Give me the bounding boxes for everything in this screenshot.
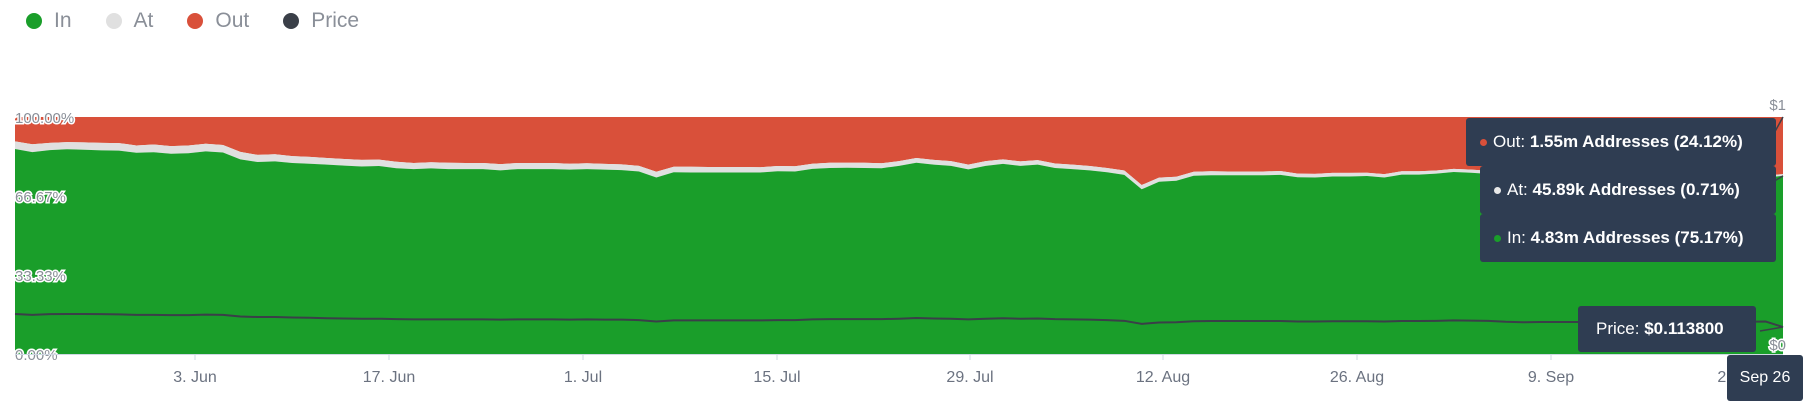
- red-dot-icon: [187, 12, 204, 29]
- tooltip-value-at: 45.89k Addresses (0.71%): [1532, 180, 1740, 199]
- series-tooltip: Out: 1.55m Addresses (24.12%) At: 45.89k …: [1454, 118, 1776, 264]
- out-dot-icon: [1480, 138, 1487, 146]
- x-axis: 3. Jun 17. Jun 1. Jul 15. Jul 29. Jul 12. Aug…: [15, 354, 1783, 386]
- legend-label-out: Out: [215, 9, 250, 32]
- price-line: [14, 312, 1784, 328]
- tooltip-value-out: 1.55m Addresses (24.12%): [1529, 132, 1743, 151]
- x-tick-label: 3. Jun: [173, 369, 217, 386]
- legend-label-price: Price: [311, 9, 360, 32]
- price-tooltip-label: Price:: [1596, 319, 1640, 338]
- right-axis: $1 $0: [1768, 96, 1788, 356]
- green-dot-icon: [26, 12, 42, 29]
- tooltip-label-in: In:: [1507, 228, 1526, 247]
- y-tick-label: 66.67%: [15, 189, 66, 206]
- light-gray-dot-icon: [105, 12, 122, 29]
- legend-label-in: In: [54, 9, 72, 32]
- in-dot-icon: [1494, 234, 1501, 242]
- y-tick-label: 33.33%: [15, 268, 66, 285]
- x-tick-label: 17. Jun: [363, 369, 415, 386]
- tooltip-label-at: At:: [1507, 180, 1528, 199]
- date-tooltip: Sep 26: [1727, 355, 1803, 401]
- tooltip-row-in: In: 4.83m Addresses (75.17%): [1480, 214, 1776, 262]
- chart-legend: In At Out Price: [26, 10, 393, 31]
- area-at: [15, 141, 1783, 190]
- y-tick-label: 100.00%: [15, 110, 74, 127]
- price-axis-label: $1: [1769, 97, 1786, 114]
- legend-item-at[interactable]: At: [105, 9, 154, 32]
- price-series: [14, 312, 1784, 328]
- area-in: [15, 149, 1783, 354]
- dark-gray-dot-icon: [283, 12, 300, 29]
- y-tick-label: 0.00%: [15, 347, 58, 364]
- x-tick-label: 15. Jul: [753, 369, 800, 386]
- tooltip-row-out: Out: 1.55m Addresses (24.12%): [1466, 118, 1776, 166]
- price-axis-label: $0: [1769, 337, 1786, 354]
- legend-item-out[interactable]: Out: [187, 10, 249, 31]
- price-tooltip: Price: $0.113800: [1578, 306, 1756, 352]
- price-tooltip-value: $0.113800: [1644, 319, 1724, 338]
- y-axis: 100.00% 66.67% 33.33% 0.00%: [14, 109, 76, 366]
- area-out: [15, 117, 1783, 186]
- legend-item-in[interactable]: In: [26, 10, 72, 31]
- x-tick-label: 26. Aug: [1330, 369, 1384, 386]
- tooltip-value-in: 4.83m Addresses (75.17%): [1530, 228, 1744, 247]
- at-dot-icon: [1494, 186, 1501, 194]
- tooltip-row-at: At: 45.89k Addresses (0.71%): [1480, 166, 1776, 214]
- x-tick-label: 1. Jul: [564, 369, 602, 386]
- legend-item-price[interactable]: Price: [283, 10, 359, 31]
- date-tooltip-label: Sep 26: [1739, 369, 1791, 386]
- x-tick-label: 12. Aug: [1136, 369, 1190, 386]
- legend-label-at: At: [133, 9, 154, 32]
- x-tick-label: 29. Jul: [946, 369, 993, 386]
- stacked-areas: [15, 117, 1783, 354]
- tooltip-label-out: Out:: [1493, 132, 1526, 151]
- x-tick-label: 9. Sep: [1528, 369, 1574, 386]
